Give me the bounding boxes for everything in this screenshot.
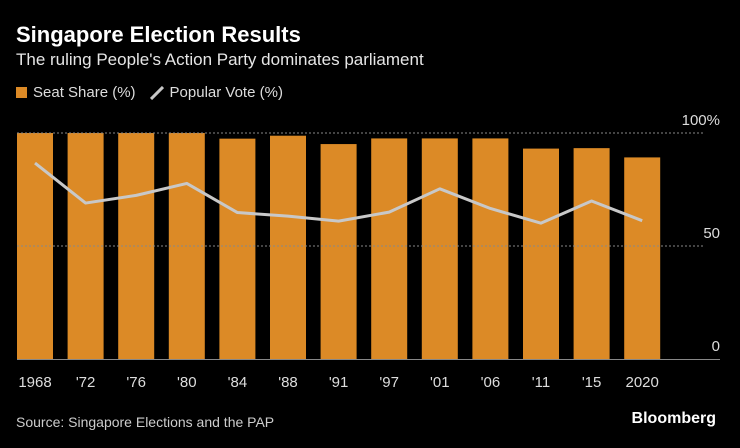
x-tick-label: '80 (177, 374, 197, 391)
y-tick-label: 100% (682, 112, 720, 129)
source-note: Source: Singapore Elections and the PAP (16, 414, 275, 430)
y-tick-label: 0 (712, 338, 720, 355)
bar-'11 (523, 148, 559, 359)
x-tick-label: '15 (582, 374, 602, 391)
bar-'97 (371, 138, 408, 359)
x-tick-label: '06 (481, 374, 501, 391)
x-tick-label: '91 (329, 374, 349, 391)
x-tick-label: '88 (278, 374, 298, 391)
x-tick-label: 2020 (626, 374, 659, 391)
legend-seat-share: Seat Share (%) (33, 84, 136, 101)
bar-'06 (472, 138, 509, 359)
x-tick-label: '76 (126, 374, 146, 391)
bar-'76 (118, 133, 155, 359)
bar-'84 (219, 138, 256, 359)
chart-title: Singapore Election Results (16, 22, 301, 47)
x-tick-label: '11 (532, 374, 550, 391)
y-tick-label: 50 (703, 225, 720, 242)
x-tick-label: '84 (228, 374, 248, 391)
legend: Seat Share (%) Popular Vote (%) (16, 84, 283, 101)
bar-'88 (270, 135, 306, 359)
x-tick-label: 1968 (18, 374, 51, 391)
chart-subtitle: The ruling People's Action Party dominat… (16, 50, 424, 69)
bar-'01 (421, 138, 458, 359)
x-tick-label: '01 (430, 374, 450, 391)
x-tick-label: '97 (379, 374, 399, 391)
bar-2020 (624, 157, 661, 359)
x-tick-label: '72 (76, 374, 96, 391)
legend-bar-swatch (16, 87, 27, 98)
bar-'91 (320, 144, 357, 359)
bar-'15 (573, 148, 610, 359)
bloomberg-logo: Bloomberg (631, 410, 716, 427)
legend-line-swatch (149, 85, 164, 100)
legend-popular-vote: Popular Vote (%) (169, 84, 283, 101)
